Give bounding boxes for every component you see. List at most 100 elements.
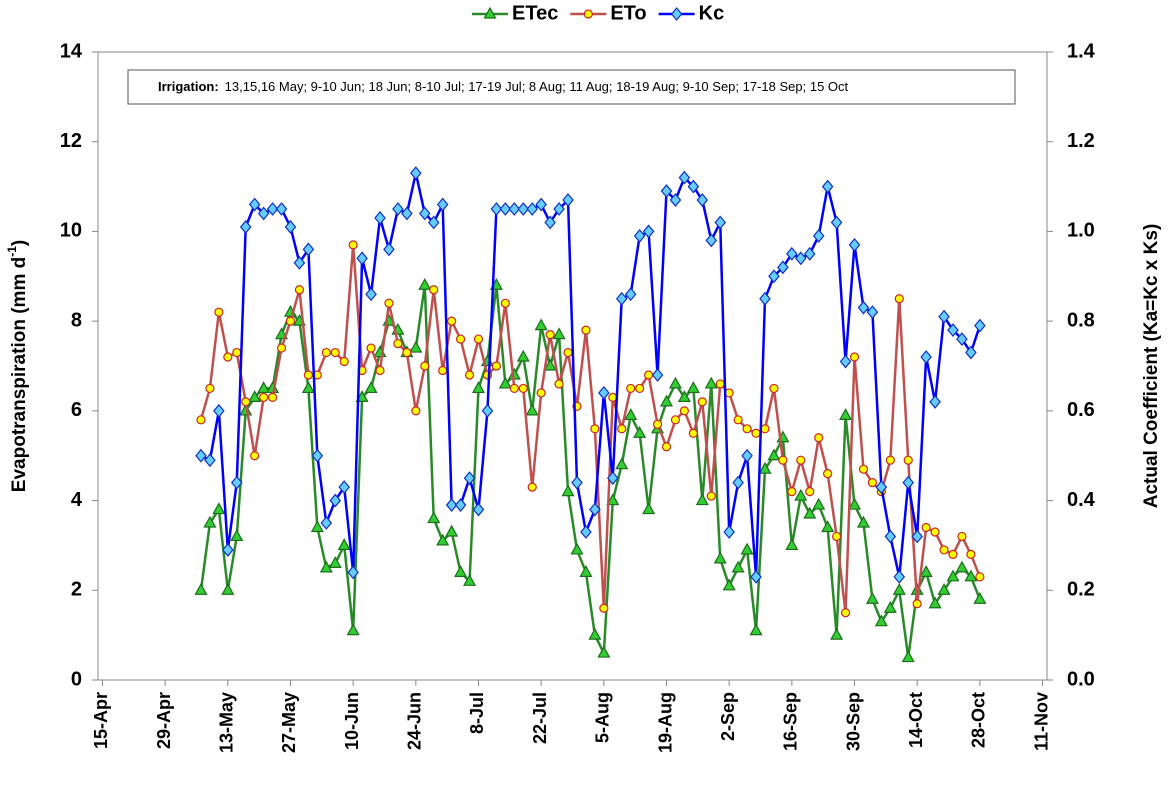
x-tick-label: 14-Oct [906, 692, 926, 748]
y2-tick-label: 1.2 [1067, 130, 1095, 152]
marker [832, 531, 842, 542]
marker [276, 343, 287, 353]
marker [436, 533, 450, 546]
marker [383, 242, 395, 257]
marker [589, 502, 601, 517]
y2-tick-label: 1.0 [1067, 220, 1095, 242]
y2-tick-label: 0.0 [1067, 668, 1095, 690]
marker [384, 298, 394, 308]
marker [464, 370, 475, 380]
marker [418, 206, 431, 221]
marker [651, 368, 664, 382]
marker [964, 569, 978, 582]
marker [221, 583, 235, 595]
marker [346, 623, 360, 636]
marker [579, 565, 593, 577]
marker [402, 347, 412, 358]
marker [849, 352, 860, 362]
marker [214, 307, 224, 317]
marker [527, 482, 537, 492]
x-tick-label: 24-Jun [405, 692, 425, 750]
marker [946, 569, 960, 582]
marker [624, 287, 637, 302]
marker [892, 583, 906, 595]
marker [777, 260, 789, 275]
marker [293, 255, 306, 270]
legend-label: Kc [699, 2, 725, 24]
marker [706, 491, 716, 501]
marker [500, 298, 510, 308]
marker [597, 645, 611, 658]
marker [778, 455, 788, 465]
x-tick-label: 10-Jun [342, 692, 362, 750]
marker [194, 583, 208, 595]
marker [901, 650, 915, 663]
marker [454, 498, 467, 512]
marker [642, 224, 655, 239]
marker [678, 170, 691, 185]
marker [266, 202, 279, 216]
marker [794, 488, 808, 501]
marker [670, 7, 683, 21]
marker [552, 327, 566, 340]
marker [635, 383, 645, 394]
annotation-text: 13,15,16 May; 9-10 Jun; 18 Jun; 8-10 Jul… [225, 79, 849, 94]
marker [715, 379, 725, 389]
marker [660, 184, 673, 198]
marker [821, 520, 835, 533]
y2-tick-label: 0.8 [1067, 309, 1095, 331]
legend-label: ETo [610, 2, 646, 24]
marker [526, 202, 538, 216]
y-axis-label: Evapotranspiration (mm d-1) [5, 240, 30, 492]
marker [303, 370, 313, 380]
marker [445, 498, 458, 512]
y2-tick-label: 0.2 [1067, 579, 1095, 601]
y2-tick-label: 0.4 [1067, 489, 1096, 511]
marker [919, 565, 933, 577]
marker [894, 294, 904, 304]
marker [285, 316, 296, 326]
marker [196, 415, 206, 425]
marker [205, 383, 215, 394]
marker [248, 390, 262, 402]
marker [714, 215, 727, 230]
marker [311, 448, 324, 463]
y-tick-label: 2 [71, 579, 82, 601]
marker [975, 572, 985, 582]
marker [786, 246, 798, 261]
marker [223, 352, 233, 362]
legend-label: ETec [512, 2, 558, 24]
marker [516, 349, 530, 362]
x-tick-label: 2-Sep [718, 692, 738, 741]
marker [301, 381, 315, 394]
marker [241, 397, 251, 407]
marker [633, 228, 646, 243]
marker [686, 381, 700, 394]
marker [590, 424, 600, 434]
marker [329, 493, 342, 508]
marker [571, 475, 583, 490]
marker [723, 525, 735, 539]
marker [580, 525, 592, 539]
marker [347, 565, 359, 580]
marker [974, 318, 986, 333]
marker [454, 565, 468, 577]
marker [751, 428, 761, 438]
marker [695, 493, 709, 506]
marker [957, 531, 967, 542]
y2-tick-label: 1.4 [1067, 40, 1096, 62]
marker [257, 381, 271, 394]
x-tick-label: 30-Sep [843, 692, 863, 751]
marker [633, 426, 647, 438]
marker [795, 251, 807, 266]
marker [544, 215, 556, 230]
marker [930, 527, 940, 537]
marker [966, 549, 976, 560]
marker [499, 202, 512, 216]
marker [947, 323, 959, 338]
marker [722, 578, 736, 591]
marker [463, 574, 477, 586]
y-tick-label: 14 [60, 40, 83, 62]
x-tick-label: 27-May [279, 692, 299, 753]
marker [447, 316, 457, 326]
